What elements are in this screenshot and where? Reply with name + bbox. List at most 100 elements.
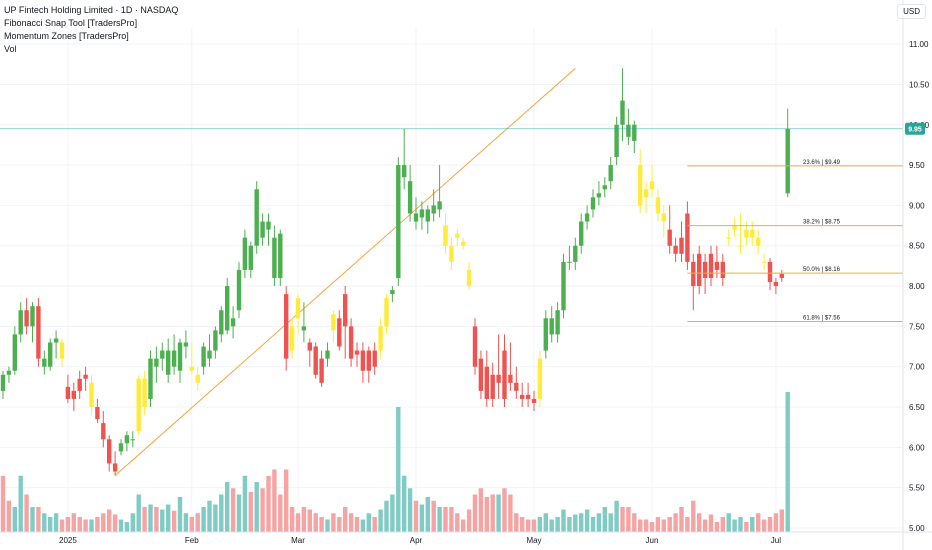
candle-body bbox=[254, 189, 259, 246]
time-tick-label: Jul bbox=[771, 536, 781, 545]
candle-body bbox=[343, 294, 348, 327]
candle-body bbox=[472, 326, 478, 367]
candle-body bbox=[18, 310, 23, 335]
volume-bar bbox=[425, 497, 430, 532]
candle-body bbox=[6, 370, 12, 375]
volume-bar bbox=[195, 513, 200, 532]
trend-line-segment bbox=[114, 67, 576, 476]
candle-body bbox=[573, 245, 578, 262]
legend-volume[interactable]: Vol bbox=[4, 44, 17, 54]
candle-body bbox=[260, 221, 265, 238]
candle-body bbox=[549, 318, 554, 335]
volume-bar bbox=[525, 519, 531, 532]
legend-momentum[interactable]: Momentum Zones [TradersPro] bbox=[4, 31, 129, 41]
candle-body bbox=[431, 205, 436, 214]
candle-body bbox=[195, 374, 200, 383]
legend-title[interactable]: UP Fintech Holding Limited · 1D · NASDAQ bbox=[4, 5, 179, 15]
candle-body bbox=[402, 165, 407, 178]
volume-bar bbox=[744, 522, 749, 532]
candle-body bbox=[514, 382, 519, 391]
price-axis[interactable]: 11.0010.5010.009.509.008.508.007.507.006… bbox=[902, 0, 932, 550]
candle-body bbox=[531, 398, 537, 403]
volume-bar bbox=[390, 494, 395, 532]
fibonacci-levels[interactable]: 23.6% | $9.49 38.2% | $8.75 50.0% | $8.16 6… bbox=[687, 160, 903, 323]
candle-body bbox=[425, 209, 430, 222]
volume-bar bbox=[608, 513, 613, 532]
volume-bar bbox=[520, 517, 525, 532]
volume-bar bbox=[130, 513, 135, 532]
volume-bar bbox=[407, 488, 413, 532]
candle-body bbox=[278, 233, 283, 278]
volume-bar bbox=[555, 517, 560, 532]
candle-body bbox=[478, 358, 484, 391]
candle-body bbox=[732, 225, 737, 230]
volume-bar bbox=[685, 517, 690, 532]
currency-button[interactable]: USD bbox=[897, 4, 926, 19]
legend-fibonacci[interactable]: Fibonacci Snap Tool [TradersPro] bbox=[4, 18, 138, 28]
volume-bar bbox=[579, 513, 584, 532]
volume-bar bbox=[655, 517, 661, 532]
candle-body bbox=[773, 282, 779, 287]
time-axis[interactable]: 2025 Feb Mar Apr May Jun Jul bbox=[0, 531, 932, 545]
candle-body bbox=[525, 394, 531, 399]
candle-body bbox=[160, 350, 165, 359]
volume-bar bbox=[785, 392, 790, 532]
candle-body bbox=[437, 201, 442, 210]
volume-bar bbox=[284, 469, 289, 532]
candle-body bbox=[225, 286, 230, 331]
candle-body bbox=[714, 261, 720, 270]
volume-bar bbox=[354, 517, 360, 532]
volume-bar bbox=[48, 517, 53, 532]
candle-body bbox=[602, 185, 607, 190]
volume-bar bbox=[148, 504, 153, 532]
candle-body bbox=[520, 394, 525, 399]
candle-body bbox=[661, 213, 666, 222]
volume-bar bbox=[360, 519, 366, 532]
fib-level-label: 38.2% | $8.75 bbox=[803, 220, 841, 226]
candle-body bbox=[584, 213, 590, 222]
candle-body bbox=[761, 261, 767, 263]
volume-bar bbox=[697, 513, 702, 532]
candle-body bbox=[266, 221, 271, 230]
volume-bar bbox=[319, 517, 324, 532]
candle-body bbox=[219, 310, 224, 335]
volume-bar bbox=[573, 514, 578, 532]
candle-body bbox=[230, 318, 236, 327]
fib-level-label: 50.0% | $8.16 bbox=[803, 267, 841, 273]
candle-body bbox=[590, 197, 596, 210]
price-tick-label: 7.00 bbox=[909, 363, 925, 372]
candle-body bbox=[679, 237, 684, 254]
candle-body bbox=[449, 245, 454, 262]
volume-bar bbox=[720, 517, 725, 532]
candle-body bbox=[461, 241, 466, 246]
candle-body bbox=[490, 374, 495, 399]
time-tick-label: Jun bbox=[646, 536, 659, 545]
candle-body bbox=[319, 358, 324, 383]
candle-body bbox=[48, 342, 53, 367]
candle-body bbox=[295, 298, 301, 319]
candle-body bbox=[236, 269, 242, 311]
volume-bar bbox=[307, 509, 312, 532]
candle-body bbox=[171, 350, 177, 367]
volume-bar bbox=[384, 500, 389, 532]
candle-body bbox=[30, 306, 35, 327]
candle-body bbox=[272, 237, 277, 278]
volume-bar bbox=[189, 517, 194, 532]
volume-bar bbox=[449, 507, 454, 532]
time-tick-label: 2025 bbox=[59, 536, 77, 545]
candle-body bbox=[638, 165, 643, 206]
fib-level-label: 61.8% | $7.56 bbox=[803, 316, 841, 322]
trend-line[interactable] bbox=[114, 67, 576, 476]
volume-bar bbox=[65, 517, 71, 532]
volume-bar bbox=[160, 509, 165, 532]
candle-body bbox=[24, 310, 29, 327]
volume-bar bbox=[124, 522, 130, 532]
candle-body bbox=[348, 326, 354, 359]
volume-bar bbox=[626, 507, 631, 532]
candle-body bbox=[419, 209, 425, 218]
candle-body bbox=[620, 100, 625, 125]
volume-bar bbox=[254, 482, 259, 532]
volume-bar bbox=[602, 507, 607, 532]
volume-bar bbox=[201, 507, 206, 532]
